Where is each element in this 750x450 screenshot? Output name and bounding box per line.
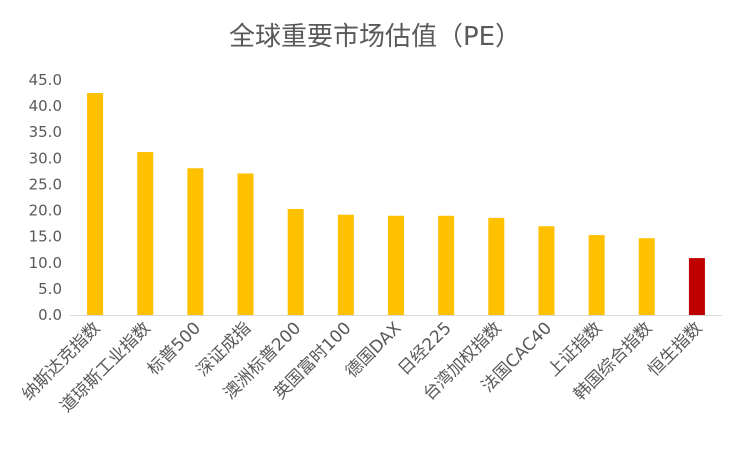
y-tick-label: 0.0: [38, 306, 62, 324]
bar-12: [688, 258, 705, 315]
bars: [87, 93, 705, 315]
bar-1: [137, 152, 154, 315]
y-tick-label: 35.0: [29, 123, 62, 141]
bar-9: [538, 226, 555, 315]
bar-2: [187, 168, 204, 315]
bar-4: [287, 208, 304, 315]
y-tick-label: 45.0: [29, 71, 62, 89]
chart-title: 全球重要市场估值（PE）: [228, 22, 522, 52]
bar-7: [438, 215, 455, 315]
bar-5: [337, 214, 354, 315]
y-tick-label: 15.0: [29, 228, 62, 246]
x-axis-labels: 纳斯达克指数道琼斯工业指数标普500深证成指澳洲标普200英国富时100德国DA…: [18, 318, 706, 417]
y-tick-label: 20.0: [29, 202, 62, 220]
x-category-label: 道琼斯工业指数: [56, 318, 154, 416]
y-axis-ticks: 0.0 5.0 10.0 15.0 20.0 25.0 30.0 35.0 40.0 45.0: [29, 71, 62, 324]
bar-0: [87, 93, 104, 315]
bar-10: [588, 235, 605, 315]
x-category-label: 恒生指数: [644, 318, 706, 380]
y-tick-label: 30.0: [29, 149, 62, 167]
y-tick-label: 40.0: [29, 97, 62, 115]
bar-8: [488, 217, 505, 315]
bar-3: [237, 173, 254, 315]
bar-11: [638, 238, 655, 315]
x-category-label: 德国DAX: [342, 318, 406, 382]
y-tick-label: 10.0: [29, 254, 62, 272]
y-tick-label: 25.0: [29, 175, 62, 193]
bar-6: [388, 215, 404, 315]
y-tick-label: 5.0: [38, 280, 62, 298]
